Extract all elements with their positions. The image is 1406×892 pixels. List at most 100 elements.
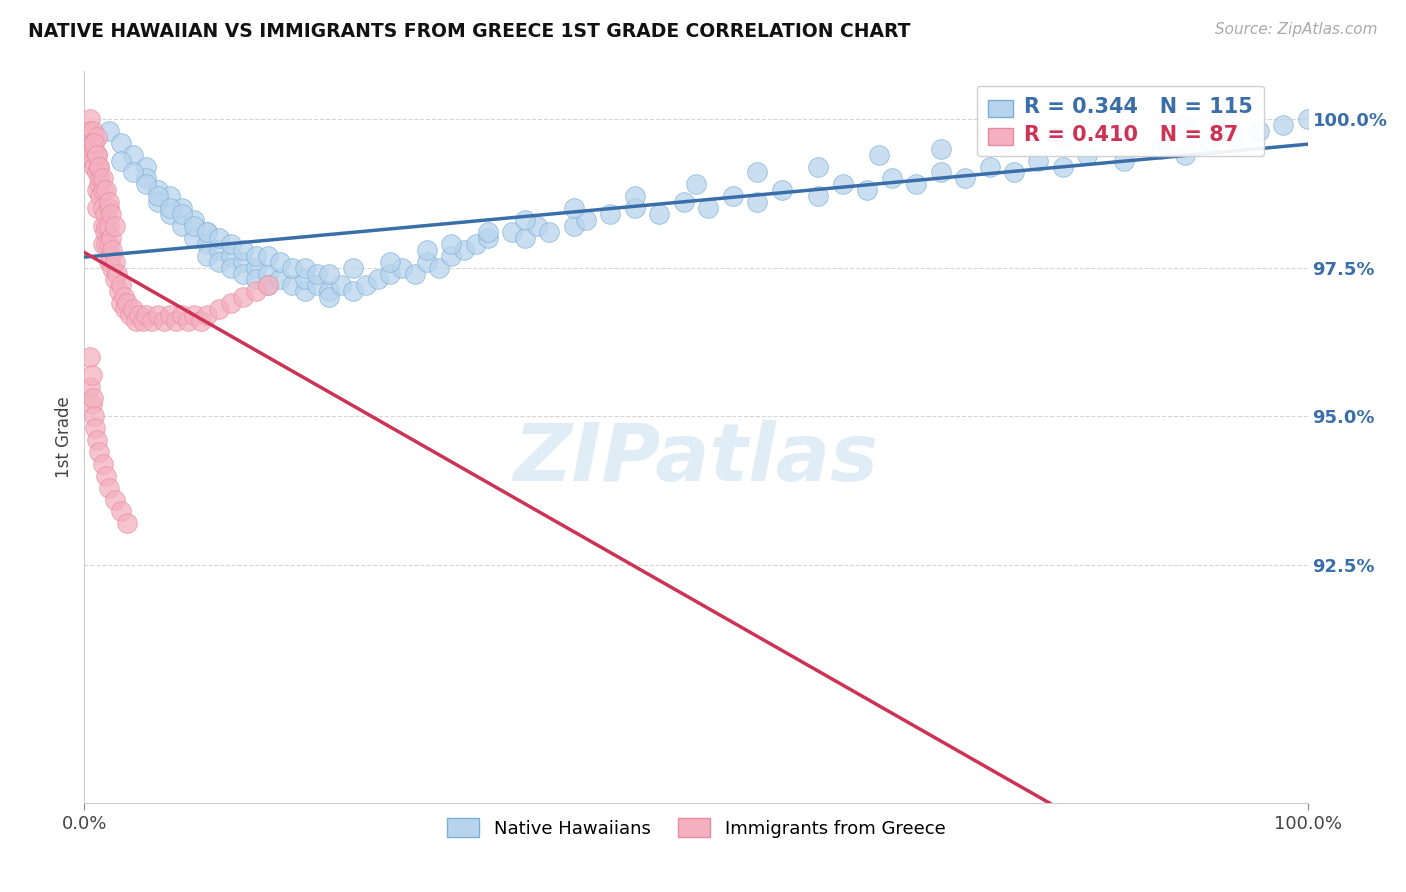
Point (96, 468, 118, 483)
Point (83, 136, 105, 150)
Point (905, 178, 928, 192)
Point (96, 219, 118, 233)
Point (245, 285, 267, 299)
Point (110, 278, 132, 293)
Point (165, 314, 187, 328)
Point (97, 201, 120, 215)
Point (104, 254, 127, 268)
Point (146, 189, 169, 203)
Y-axis label: 1st Grade: 1st Grade (55, 396, 73, 478)
Point (86, 147, 108, 161)
Point (219, 249, 242, 263)
Point (219, 260, 242, 275)
Point (112, 290, 135, 304)
Point (79, 136, 101, 150)
Point (97, 481, 120, 495)
Point (89, 171, 111, 186)
Point (87, 178, 110, 192)
Point (183, 308, 205, 322)
Point (1076, 147, 1098, 161)
Point (115, 516, 138, 531)
Point (856, 183, 879, 197)
Point (538, 225, 561, 239)
Point (391, 260, 413, 275)
Point (86, 433, 108, 447)
Point (122, 165, 145, 179)
Point (118, 308, 141, 322)
Point (122, 147, 145, 161)
Point (232, 243, 254, 257)
Point (97, 254, 120, 268)
Point (172, 207, 194, 221)
Point (257, 278, 280, 293)
Point (502, 225, 524, 239)
Point (770, 183, 793, 197)
Point (427, 260, 450, 275)
Point (257, 278, 280, 293)
Point (80, 397, 103, 411)
Point (880, 171, 903, 186)
Point (195, 225, 218, 239)
Point (294, 285, 316, 299)
Point (195, 249, 218, 263)
Point (513, 231, 536, 245)
Point (380, 267, 402, 281)
Point (104, 492, 127, 507)
Point (100, 231, 122, 245)
Point (219, 236, 242, 251)
Point (172, 201, 194, 215)
Point (128, 308, 150, 322)
Point (477, 231, 499, 245)
Point (135, 178, 157, 192)
Point (305, 278, 328, 293)
Point (232, 290, 254, 304)
Point (1114, 153, 1136, 168)
Point (208, 231, 231, 245)
Point (104, 219, 127, 233)
Point (79, 112, 101, 126)
Point (404, 267, 426, 281)
Point (115, 296, 138, 310)
Point (86, 147, 108, 161)
Point (190, 314, 212, 328)
Point (1223, 129, 1246, 144)
Point (245, 249, 267, 263)
Point (146, 308, 169, 322)
Point (747, 195, 769, 210)
Point (97, 236, 120, 251)
Point (183, 213, 205, 227)
Point (146, 183, 169, 197)
Point (132, 314, 155, 328)
Point (110, 136, 132, 150)
Point (624, 201, 647, 215)
Point (747, 165, 769, 179)
Point (86, 165, 108, 179)
Point (416, 254, 439, 268)
Point (257, 267, 280, 281)
Point (575, 213, 598, 227)
Point (79, 124, 101, 138)
Point (159, 308, 181, 322)
Point (1052, 129, 1074, 144)
Point (330, 278, 353, 293)
Point (101, 260, 124, 275)
Point (105, 267, 128, 281)
Point (96, 183, 118, 197)
Point (721, 189, 744, 203)
Point (195, 225, 218, 239)
Point (1198, 136, 1220, 150)
Point (257, 249, 280, 263)
Point (929, 142, 952, 156)
Point (1028, 153, 1050, 168)
Point (464, 236, 486, 251)
Point (82, 392, 104, 406)
Point (648, 207, 671, 221)
Point (87, 445, 110, 459)
Point (1247, 124, 1270, 138)
Point (141, 314, 163, 328)
Point (83, 142, 105, 156)
Point (125, 314, 148, 328)
Point (440, 236, 463, 251)
Point (1052, 160, 1074, 174)
Point (110, 296, 132, 310)
